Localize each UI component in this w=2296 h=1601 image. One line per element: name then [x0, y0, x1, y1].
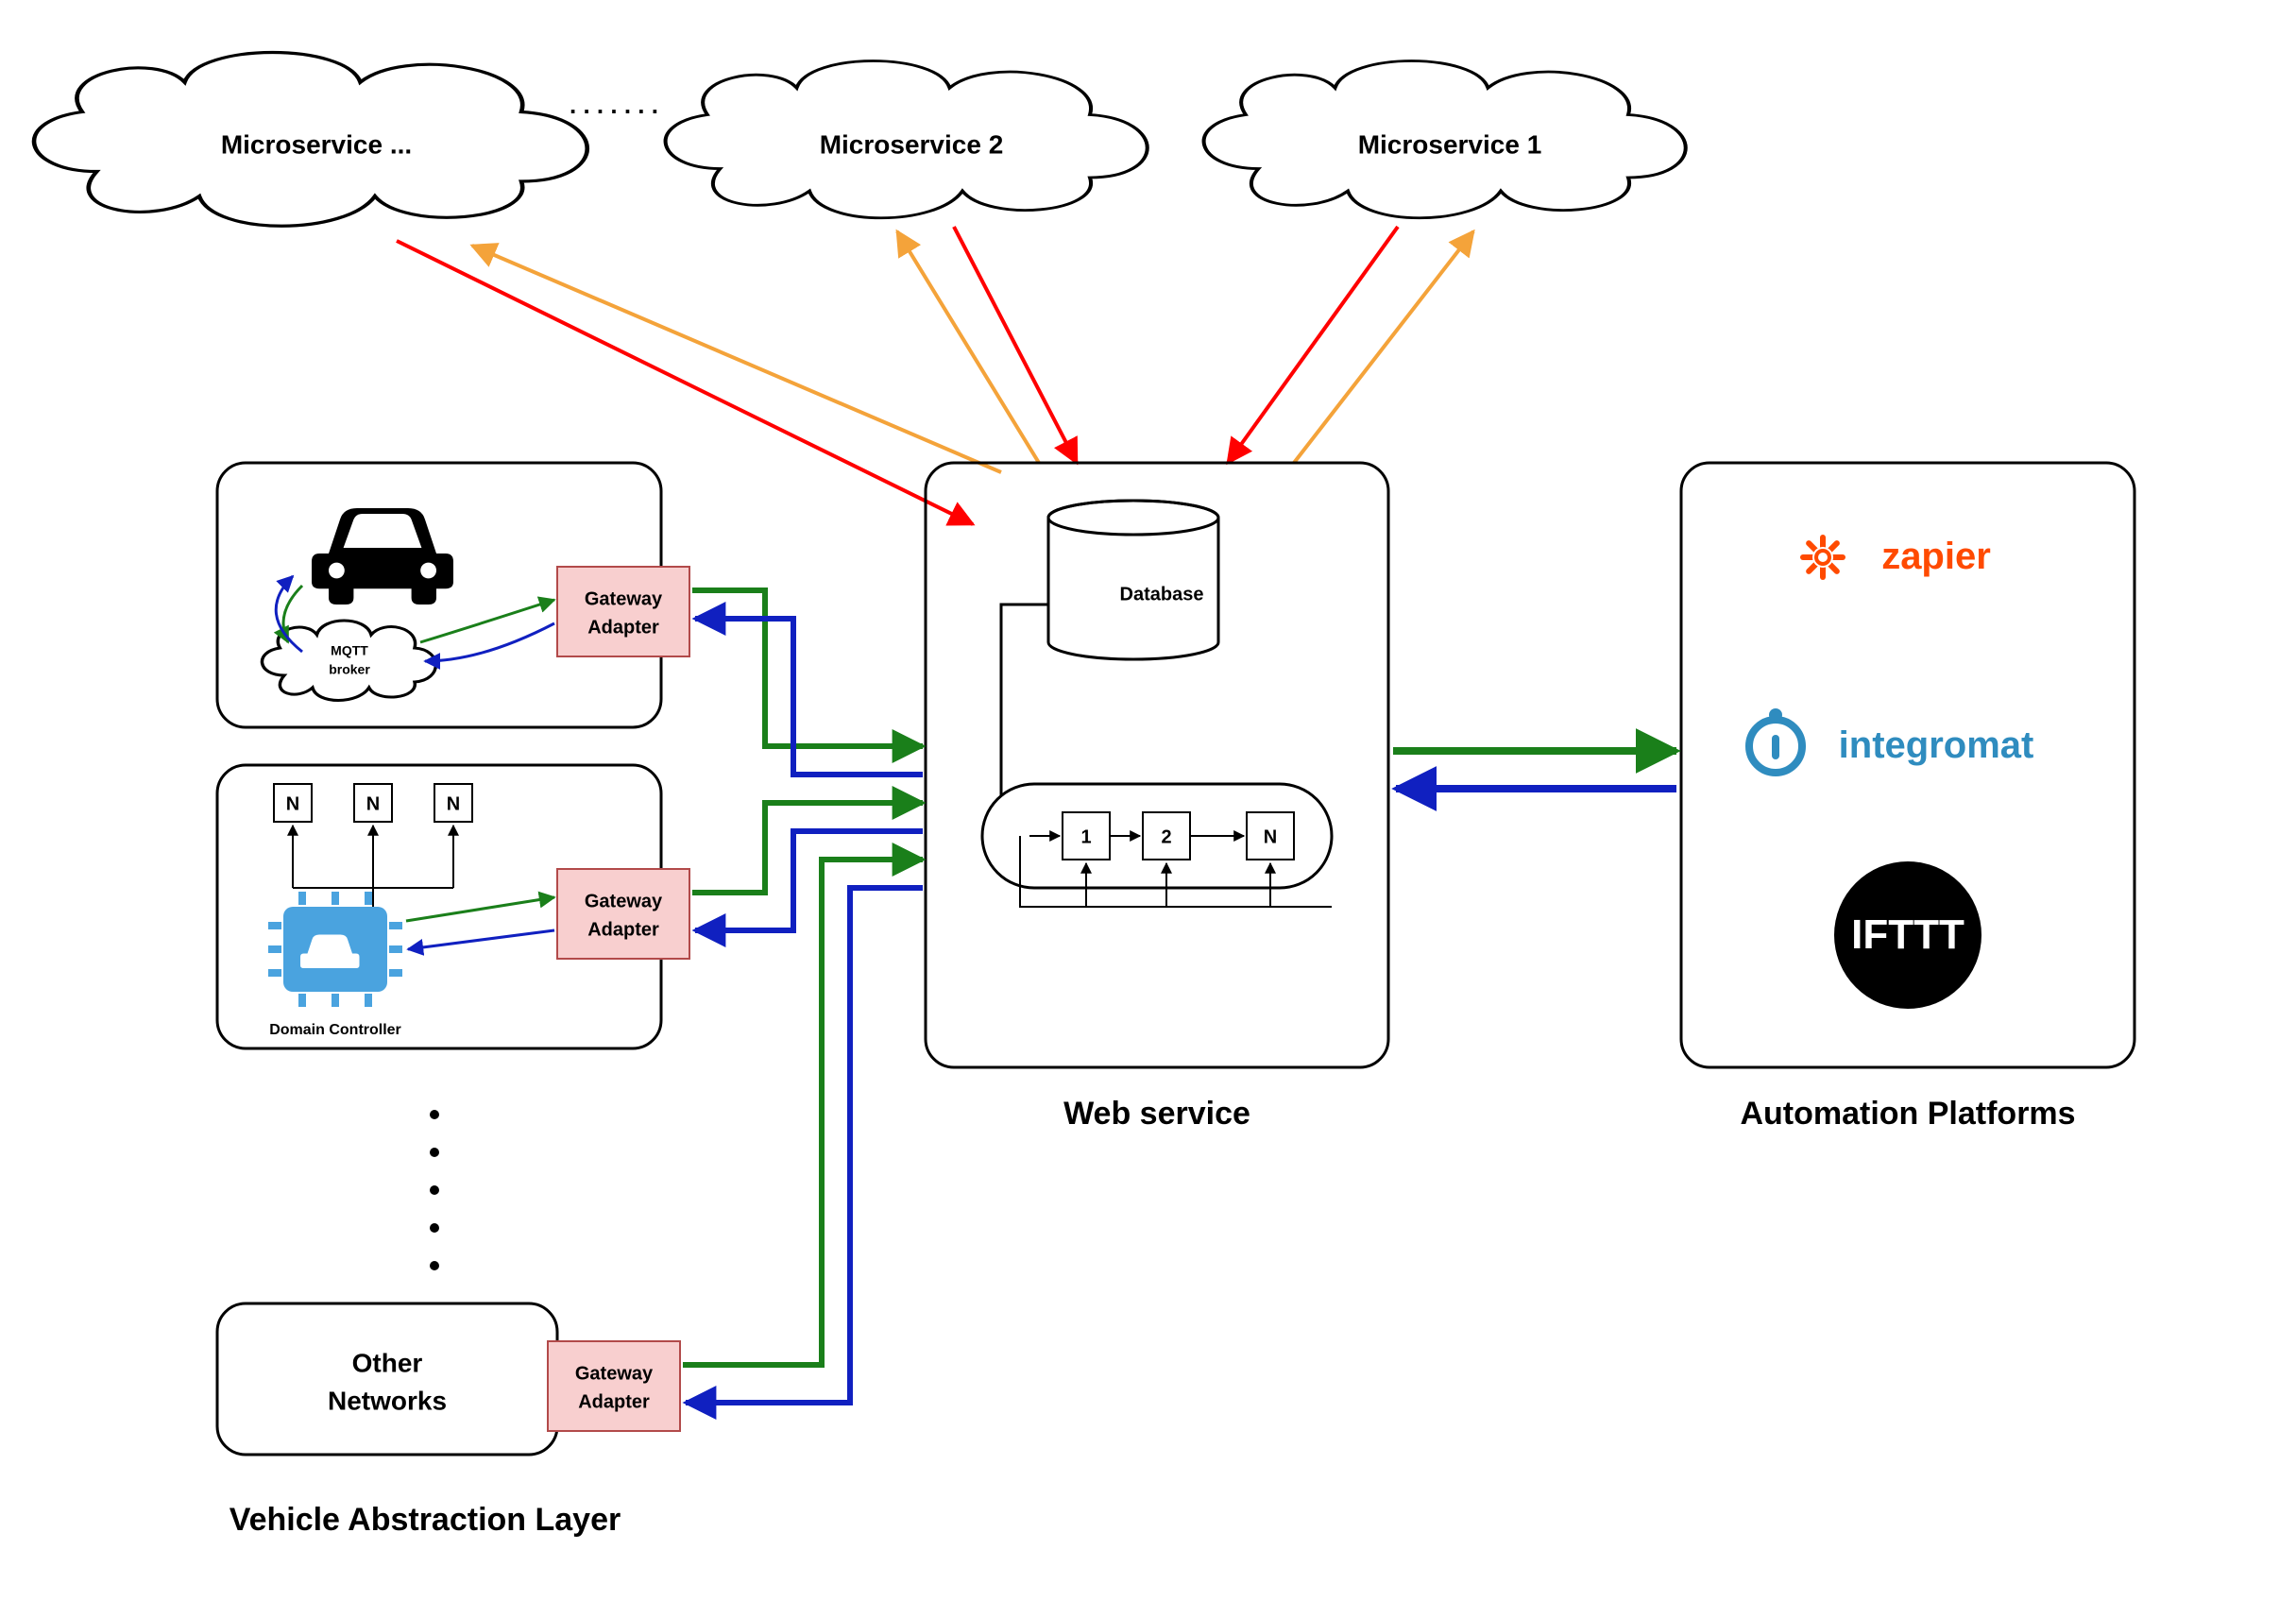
- val-section-label: Vehicle Abstraction Layer: [230, 1502, 621, 1538]
- queue-pipeline: 1 2 N: [982, 784, 1332, 907]
- mqtt-label-bottom: broker: [329, 662, 370, 677]
- microservice-1-label: Microservice 1: [1358, 129, 1542, 159]
- zapier-logo: zapier: [1800, 535, 1991, 580]
- microservice-2-cloud: Microservice 2: [666, 60, 1148, 217]
- integromat-label: integromat: [1839, 724, 2034, 766]
- domain-controller-icon: [268, 892, 402, 1007]
- car-icon: [312, 508, 453, 605]
- queue-step-2: 2: [1161, 826, 1171, 847]
- mqtt-label-top: MQTT: [331, 643, 368, 658]
- conn-gw2-green: [692, 803, 923, 893]
- conn-gw2-blue: [695, 831, 923, 930]
- microservice-2-label: Microservice 2: [820, 129, 1004, 159]
- conn-gw1-green: [692, 590, 923, 746]
- web-service-box: Database 1 2 N Web serv: [926, 463, 1388, 1132]
- conn-gw1-blue: [695, 619, 923, 775]
- arrow-msn-to-ws: [397, 241, 973, 524]
- n-box-1: N: [286, 793, 299, 814]
- ifttt-label: IFTTT: [1851, 911, 1964, 958]
- web-service-label: Web service: [1063, 1096, 1250, 1132]
- gateway3-top: Gateway: [575, 1363, 654, 1384]
- arrow-ms1-to-ws: [1228, 227, 1398, 463]
- domain-controller-label: Domain Controller: [269, 1022, 401, 1038]
- queue-step-n: N: [1264, 826, 1277, 847]
- gateway2-top: Gateway: [585, 891, 663, 911]
- arrow-gw1-to-mqtt: [425, 623, 554, 661]
- arrow-ws-to-msn: [472, 246, 1001, 472]
- n-box-3: N: [447, 793, 460, 814]
- val-box-other: Other Networks: [217, 1303, 557, 1455]
- arrow-mqtt-to-gw1: [420, 600, 554, 642]
- microservice-n-label: Microservice ...: [221, 129, 412, 159]
- arrow-ws-to-ms1: [1294, 231, 1473, 463]
- architecture-diagram: Microservice ... Microservice 2 Microser…: [0, 0, 2296, 1601]
- gateway-adapter-1: Gateway Adapter: [557, 567, 689, 656]
- database-icon: Database: [1048, 501, 1218, 659]
- microservice-ellipsis: . . . . . . .: [570, 91, 658, 119]
- automation-platforms-label: Automation Platforms: [1740, 1096, 2075, 1132]
- gateway3-bottom: Adapter: [578, 1391, 650, 1412]
- ifttt-logo: IFTTT: [1834, 861, 1981, 1009]
- other-networks-bottom: Networks: [328, 1386, 447, 1415]
- gateway2-bottom: Adapter: [587, 919, 659, 940]
- zapier-label: zapier: [1881, 536, 1991, 577]
- conn-gw3-green: [683, 860, 923, 1365]
- gateway-adapter-2: Gateway Adapter: [557, 869, 689, 959]
- gateway-adapter-3: Gateway Adapter: [548, 1341, 680, 1431]
- database-label: Database: [1120, 584, 1204, 605]
- gateway1-bottom: Adapter: [587, 617, 659, 638]
- arrow-gw2-to-dc: [408, 930, 554, 949]
- mqtt-broker-cloud: MQTT broker: [262, 621, 435, 701]
- n-box-2: N: [366, 793, 380, 814]
- microservice-n-cloud: Microservice ...: [34, 53, 587, 227]
- integromat-logo: integromat: [1749, 708, 2033, 773]
- gateway1-top: Gateway: [585, 588, 663, 609]
- other-networks-top: Other: [352, 1348, 423, 1377]
- automation-platforms-box: zapier integromat IFTTT Automation Platf…: [1681, 463, 2134, 1132]
- conn-gw3-blue: [686, 888, 923, 1403]
- microservice-1-cloud: Microservice 1: [1204, 60, 1686, 217]
- queue-step-1: 1: [1080, 826, 1091, 847]
- val-vertical-ellipsis: [430, 1110, 439, 1270]
- arrow-dc-to-gw2: [406, 897, 554, 921]
